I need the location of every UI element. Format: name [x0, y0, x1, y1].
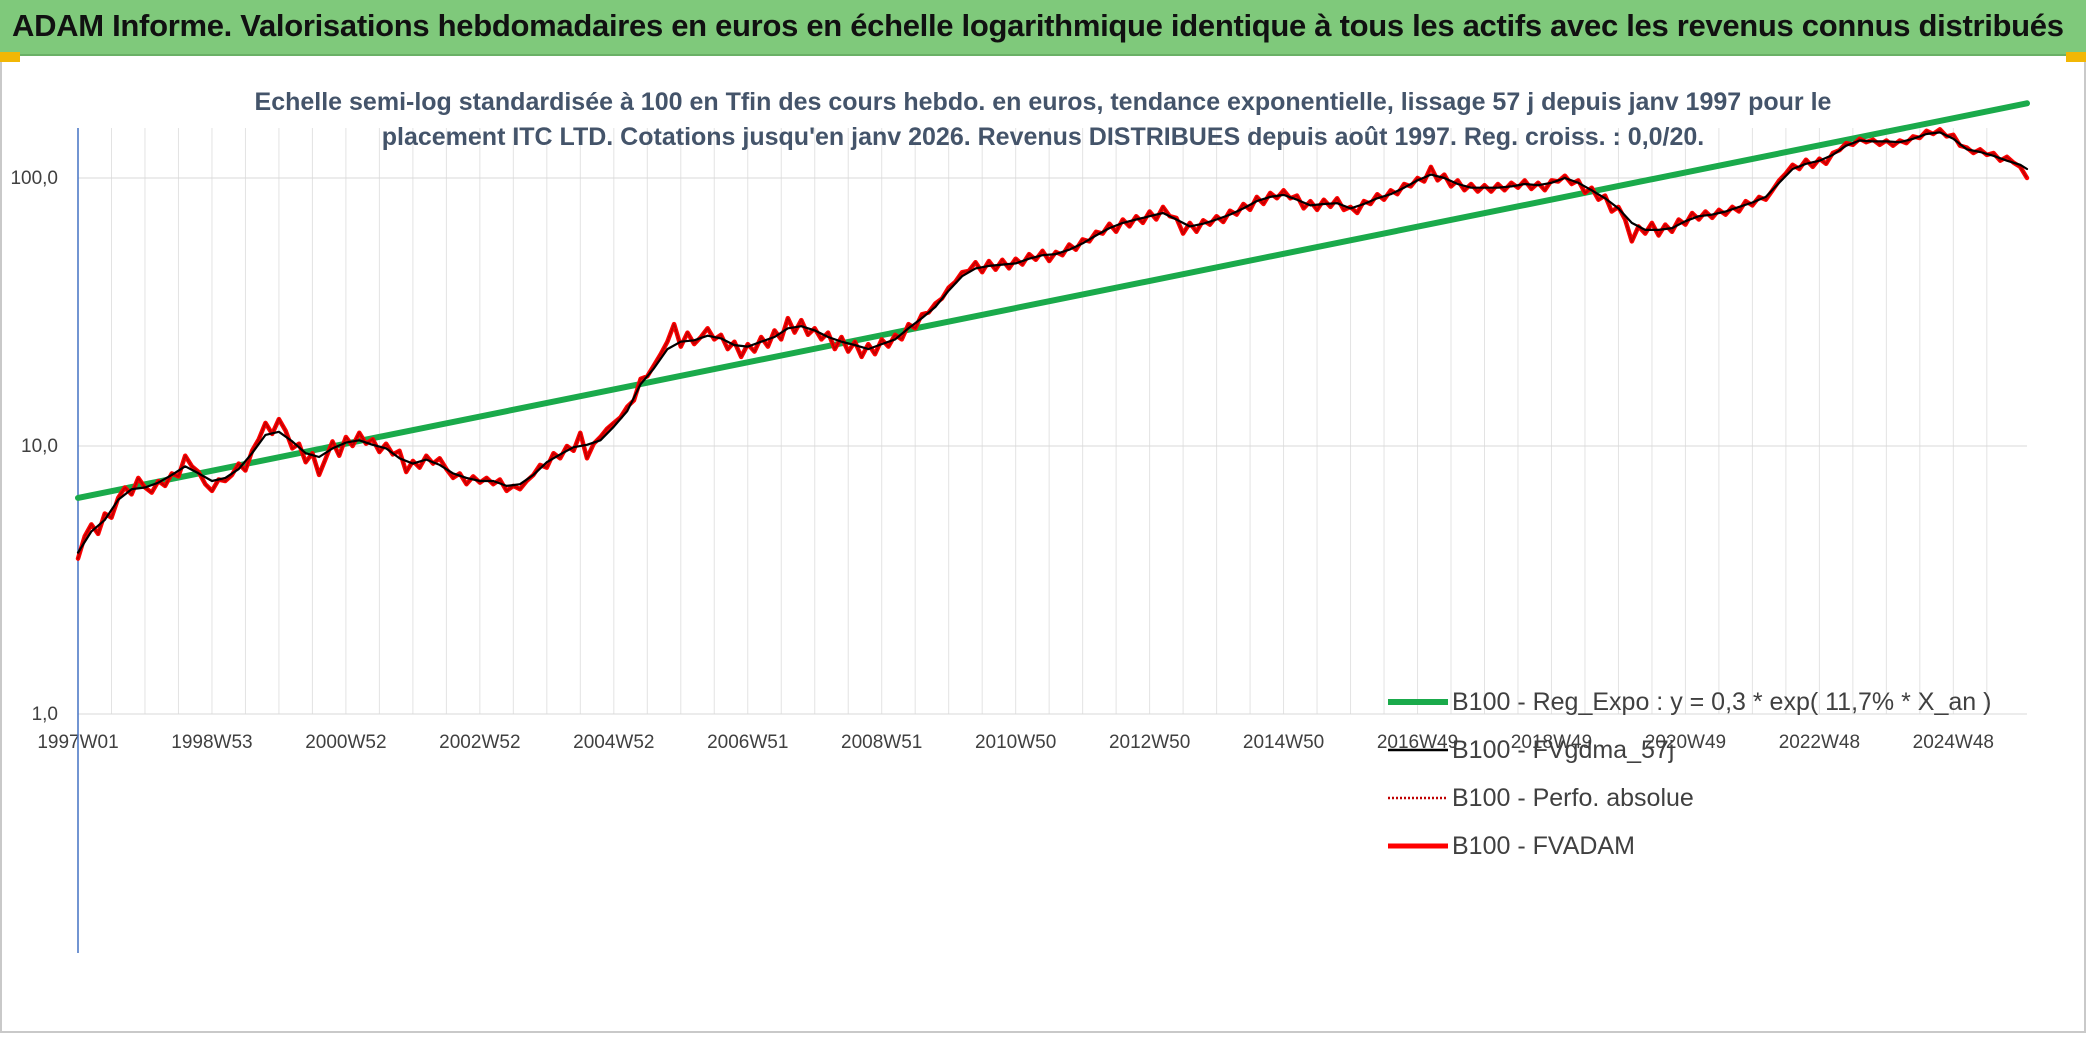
- series-line-fvadam: [75, 127, 2030, 561]
- gridlines: [78, 128, 2027, 715]
- y-tick-label: 10,0: [21, 436, 58, 457]
- legend-label-perfo: B100 - Perfo. absolue: [1452, 784, 1694, 812]
- legend-label-fvadam: B100 - FVADAM: [1452, 832, 1635, 860]
- x-tick-label: 2012W50: [1109, 732, 1190, 753]
- x-tick-label: 2008W51: [841, 732, 922, 753]
- x-tick-label: 2002W52: [439, 732, 520, 753]
- x-tick-label: 1998W53: [171, 732, 252, 753]
- banner-title: ADAM Informe. Valorisations hebdomadaire…: [12, 8, 2064, 43]
- x-tick-label: 2016W49: [1377, 732, 1458, 753]
- legend-label-reg: B100 - Reg_Expo : y = 0,3 * exp( 11,7% *…: [1452, 688, 1991, 716]
- series-line-perfo: [77, 128, 2028, 560]
- legend: B100 - Reg_Expo : y = 0,3 * exp( 11,7% *…: [1388, 688, 1991, 860]
- x-tick-label: 2014W50: [1243, 732, 1324, 753]
- x-tick-label: 2004W52: [573, 732, 654, 753]
- corner-marker-right: [2066, 52, 2086, 62]
- series-line-fvgdma: [76, 131, 2029, 554]
- x-tick-label: 2024W48: [1913, 732, 1994, 753]
- legend-label-fvgdma: B100 - FVgdma_57j: [1452, 736, 1674, 764]
- x-tick-label: 2000W52: [305, 732, 386, 753]
- x-tick-label: 2010W50: [975, 732, 1056, 753]
- y-tick-label: 1,0: [32, 704, 58, 725]
- x-tick-label: 2018W49: [1511, 732, 1592, 753]
- y-tick-label: 100,0: [10, 168, 58, 189]
- series-line-reg: [75, 100, 2030, 501]
- title-banner: ADAM Informe. Valorisations hebdomadaire…: [0, 0, 2086, 56]
- x-tick-label: 2006W51: [707, 732, 788, 753]
- series-layer: [75, 100, 2030, 561]
- chart-area: 1,0 10,0 100,0 1997W01 1998W53 2000W52 2002W5…: [0, 58, 2086, 1033]
- chart-subtitle-line-1: Echelle semi-log standardisée à 100 en T…: [255, 88, 1832, 116]
- chart-subtitle-line-2: placement ITC LTD. Cotations jusqu'en ja…: [382, 123, 1705, 151]
- x-tick-label: 2020W49: [1645, 732, 1726, 753]
- y-axis-ticks: 1,0 10,0 100,0: [10, 168, 58, 725]
- x-tick-label: 2022W48: [1779, 732, 1860, 753]
- corner-marker-left: [0, 52, 20, 62]
- x-axis-ticks: 1997W01 1998W53 2000W52 2002W52 2004W52 2006W…: [37, 732, 1994, 753]
